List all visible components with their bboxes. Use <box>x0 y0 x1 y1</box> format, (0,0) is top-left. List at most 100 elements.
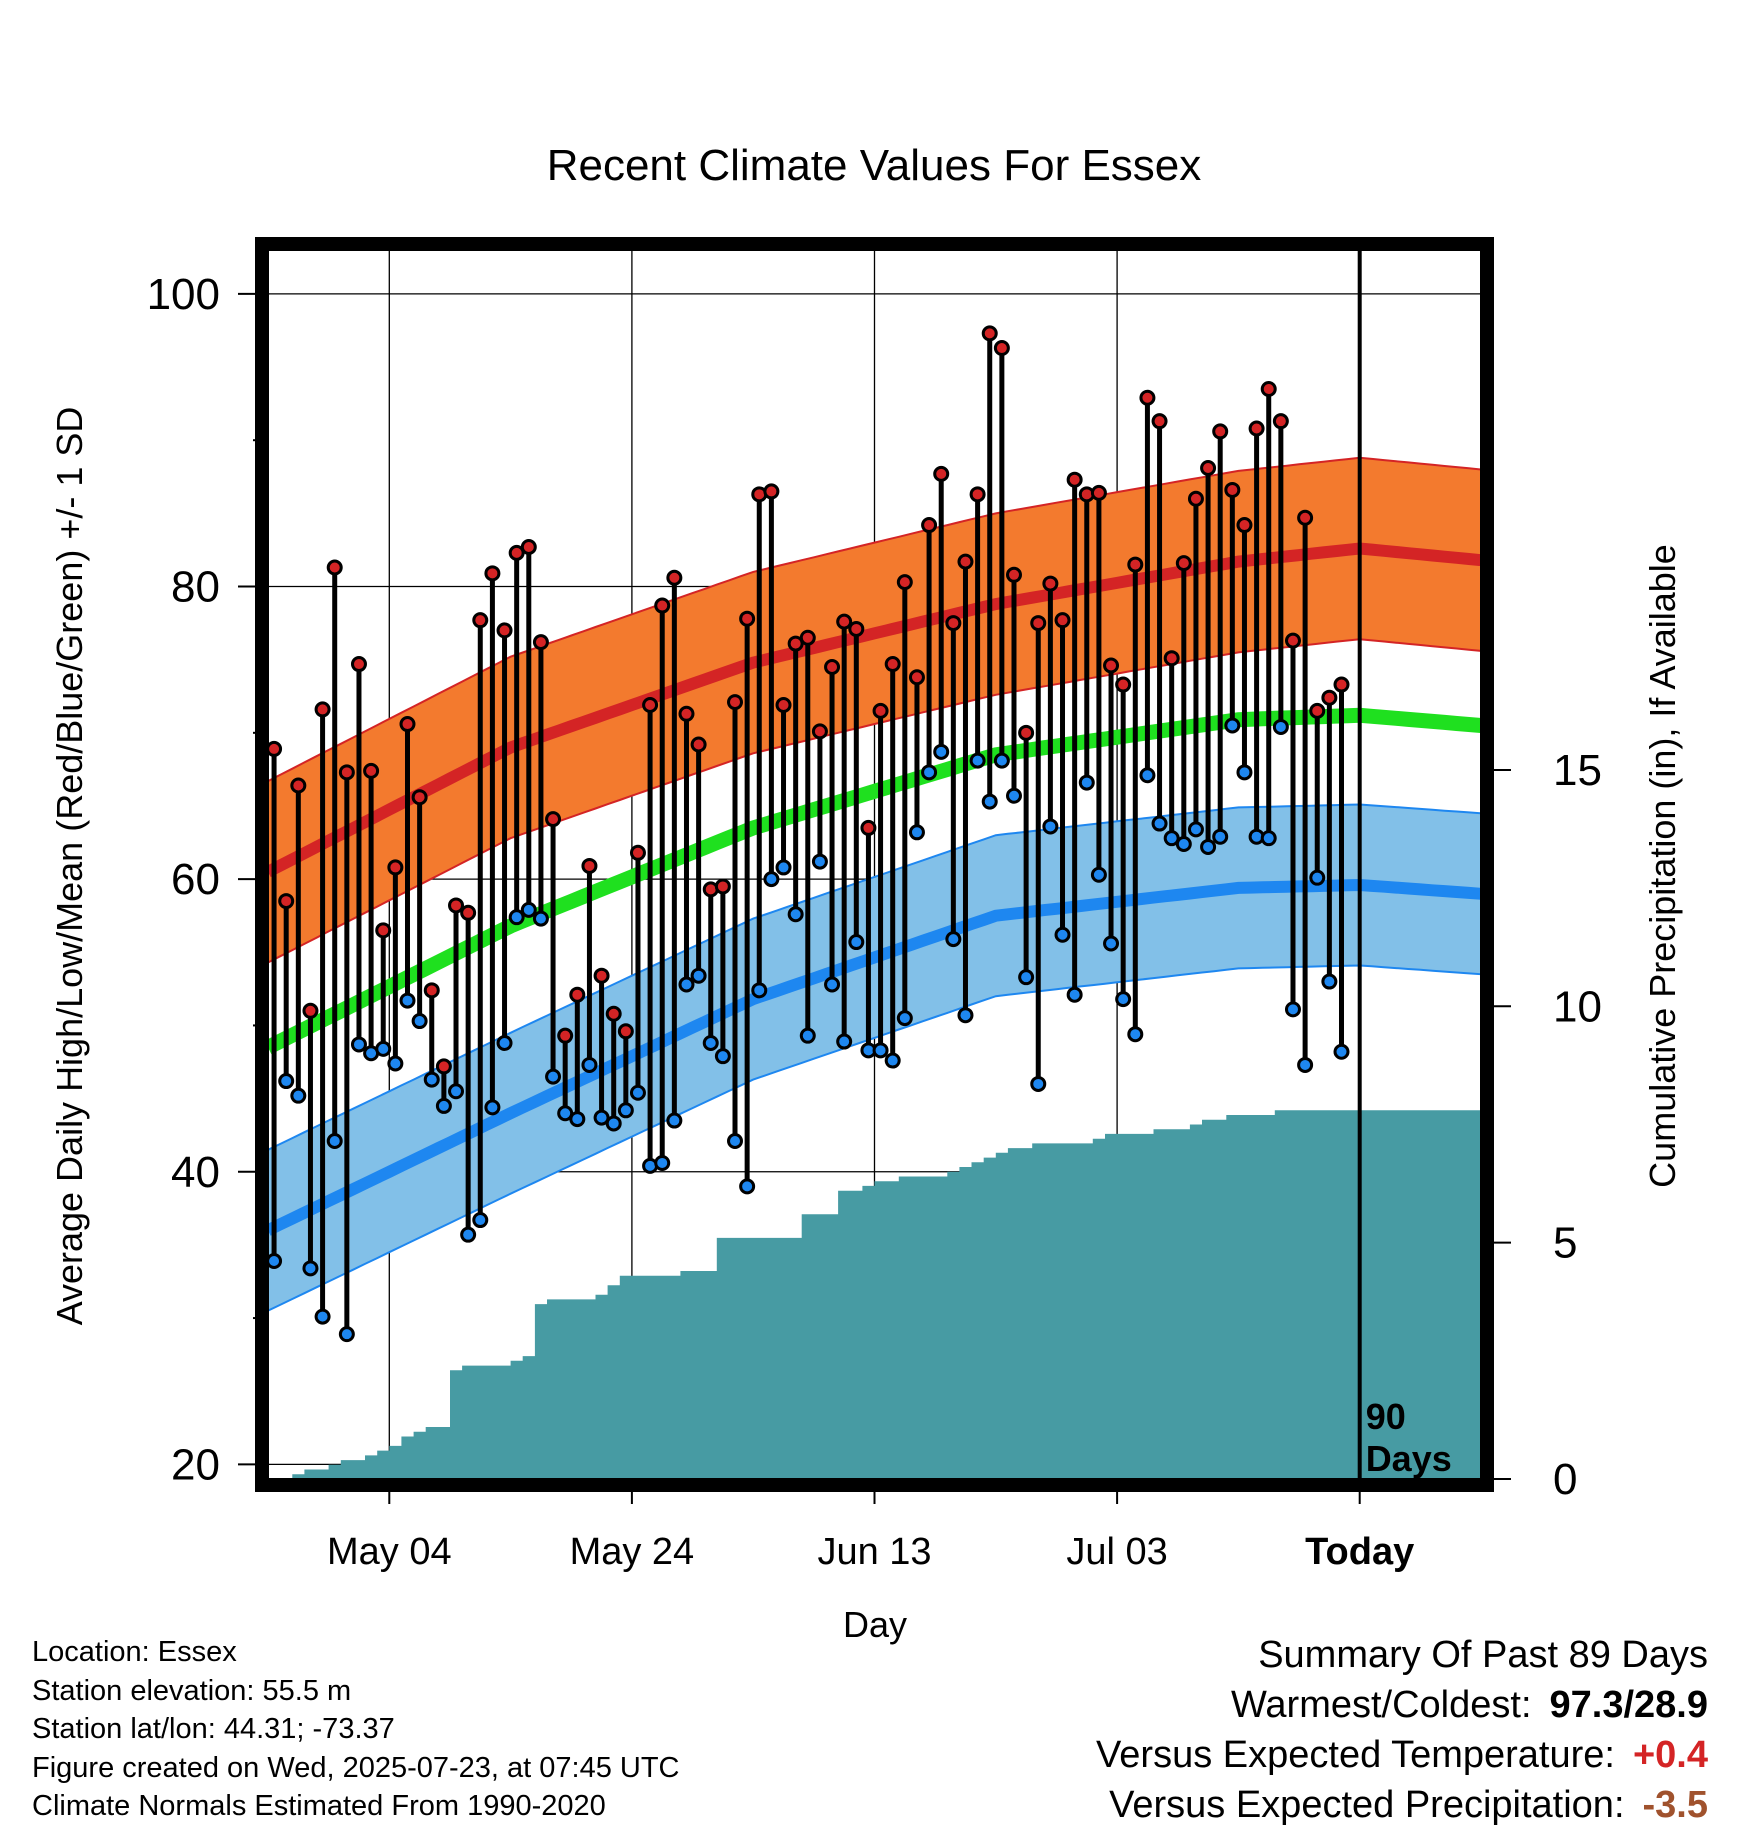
daily-low-point <box>1054 926 1071 943</box>
x-tick-label: May 04 <box>327 1531 452 1573</box>
daily-high-point <box>363 762 380 779</box>
daily-high-point <box>860 819 877 836</box>
daily-low-point <box>581 1056 598 1073</box>
daily-low-point <box>787 906 804 923</box>
daily-high-point <box>727 694 744 711</box>
daily-high-point <box>484 565 501 582</box>
daily-low-point <box>496 1034 513 1051</box>
daily-low-point <box>775 859 792 876</box>
daily-low-point <box>714 1048 731 1065</box>
daily-high-point <box>714 878 731 895</box>
daily-high-point <box>1309 702 1326 719</box>
daily-high-point <box>1018 724 1035 741</box>
daily-low-point <box>957 1007 974 1024</box>
daily-high-point <box>739 610 756 627</box>
daily-low-point <box>981 793 998 810</box>
warmest-row: Warmest/Coldest: 97.3/28.9 <box>1096 1680 1708 1730</box>
temp-row: Versus Expected Temperature: +0.4 <box>1096 1730 1708 1780</box>
daily-low-point <box>460 1226 477 1243</box>
daily-low-point <box>1175 836 1192 853</box>
daily-high-point <box>593 967 610 984</box>
daily-high-point <box>399 716 416 733</box>
daily-low-point <box>375 1040 392 1057</box>
warmest-label: Warmest/Coldest: <box>1230 1684 1532 1726</box>
y2-axis-label: Cumulative Precipitation (in), If Availa… <box>1642 544 1683 1188</box>
daily-high-point <box>1248 420 1265 437</box>
chart-title: Recent Climate Values For Essex <box>547 141 1202 190</box>
daily-low-point <box>1103 935 1120 952</box>
daily-high-point <box>1090 484 1107 501</box>
daily-low-point <box>896 1010 913 1027</box>
daily-high-point <box>848 620 865 637</box>
daily-low-point <box>945 931 962 948</box>
daily-high-point <box>1333 676 1350 693</box>
daily-low-point <box>1018 969 1035 986</box>
daily-low-point <box>314 1308 331 1325</box>
daily-high-point <box>423 982 440 999</box>
daily-low-point <box>1066 986 1083 1003</box>
daily-low-point <box>532 910 549 927</box>
daily-low-point <box>290 1087 307 1104</box>
daily-low-point <box>302 1260 319 1277</box>
daily-high-point <box>1297 509 1314 526</box>
y-tick-label: 100 <box>147 270 220 319</box>
daily-high-point <box>1151 413 1168 430</box>
y2-tick-label: 10 <box>1553 982 1602 1031</box>
y-axis-label: Average Daily High/Low/Mean (Red/Blue/Gr… <box>49 407 90 1326</box>
daily-high-point <box>496 622 513 639</box>
y-tick-label: 80 <box>171 563 220 612</box>
precip-area <box>268 1110 1481 1479</box>
daily-low-point <box>811 853 828 870</box>
y2-tick-label: 0 <box>1553 1455 1577 1504</box>
daily-low-point <box>1236 764 1253 781</box>
daily-low-point <box>884 1052 901 1069</box>
daily-low-point <box>933 743 950 760</box>
daily-low-point <box>484 1099 501 1116</box>
daily-high-point <box>678 705 695 722</box>
daily-low-point <box>739 1178 756 1195</box>
daily-low-point <box>751 982 768 999</box>
daily-low-point <box>326 1133 343 1150</box>
daily-low-point <box>1297 1056 1314 1073</box>
daily-low-point <box>702 1034 719 1051</box>
daily-high-point <box>314 701 331 718</box>
daily-low-point <box>1115 991 1132 1008</box>
daily-low-point <box>1200 838 1217 855</box>
daily-low-point <box>1260 830 1277 847</box>
daily-high-point <box>1200 460 1217 477</box>
daily-low-point <box>629 1084 646 1101</box>
daily-high-point <box>945 615 962 632</box>
daily-low-point <box>448 1083 465 1100</box>
daily-range-bars <box>271 333 1345 1335</box>
daily-points <box>266 325 1350 1343</box>
daily-low-point <box>1309 869 1326 886</box>
daily-high-point <box>411 789 428 806</box>
daily-low-point <box>617 1102 634 1119</box>
latlon-text: Station lat/lon: 44.31; -73.37 <box>32 1713 395 1745</box>
x-axis-label: Day <box>843 1604 907 1645</box>
x-tick-label: Jun 13 <box>817 1531 931 1573</box>
daily-high-point <box>896 574 913 591</box>
daily-high-point <box>1163 650 1180 667</box>
daily-high-point <box>557 1027 574 1044</box>
daily-low-point <box>908 824 925 841</box>
daily-high-point <box>1321 689 1338 706</box>
daily-high-point <box>1284 632 1301 649</box>
daily-high-point <box>1139 389 1156 406</box>
daily-high-point <box>1236 517 1253 534</box>
daily-high-point <box>532 634 549 651</box>
daily-high-point <box>957 553 974 570</box>
daily-high-point <box>836 613 853 630</box>
daily-high-point <box>908 669 925 686</box>
daily-high-point <box>775 697 792 714</box>
daily-high-point <box>629 844 646 861</box>
daily-high-point <box>278 893 295 910</box>
daily-high-point <box>1175 555 1192 572</box>
daily-high-point <box>787 635 804 652</box>
temp-label: Versus Expected Temperature: <box>1096 1734 1615 1776</box>
daily-high-point <box>508 544 525 561</box>
daily-low-point <box>1224 717 1241 734</box>
y-tick-label: 40 <box>171 1148 220 1197</box>
daily-low-point <box>338 1326 355 1343</box>
daily-low-point <box>763 871 780 888</box>
